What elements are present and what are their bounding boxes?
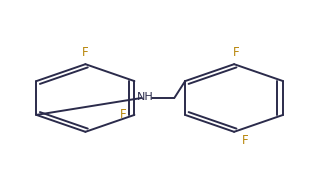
Text: F: F — [82, 46, 89, 59]
Text: F: F — [232, 46, 239, 59]
Text: NH: NH — [137, 92, 154, 102]
Text: F: F — [120, 108, 126, 121]
Text: F: F — [242, 134, 249, 147]
